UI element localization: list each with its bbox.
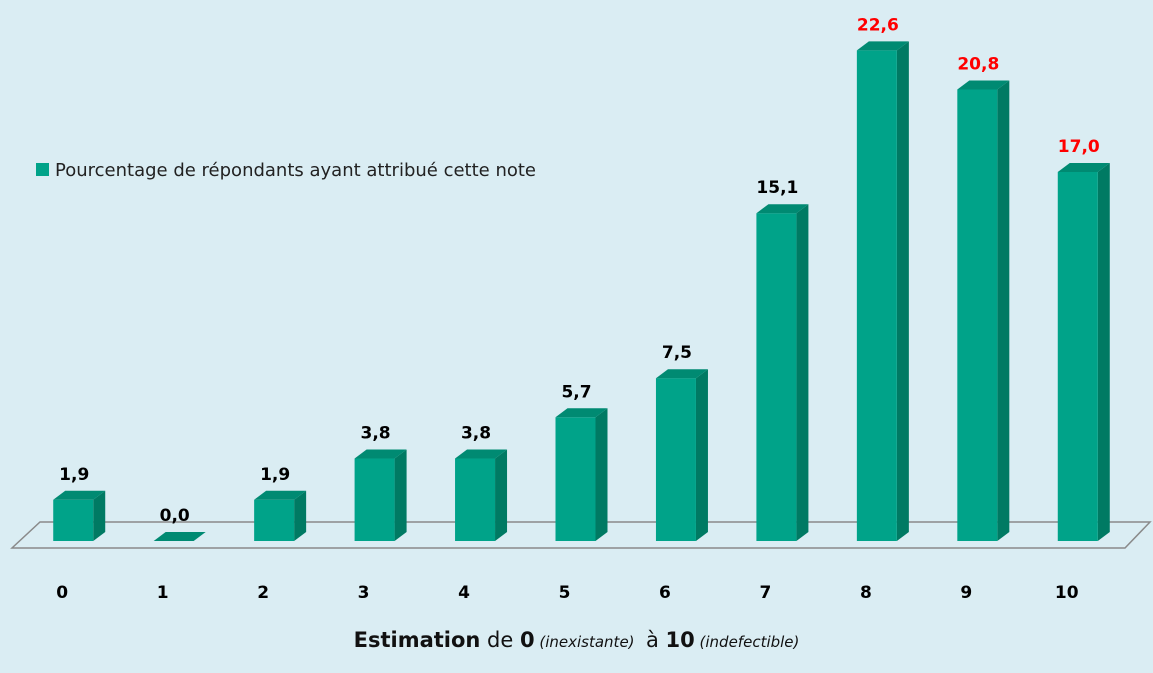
legend-swatch (36, 163, 49, 176)
bar (756, 204, 809, 541)
legend: Pourcentage de répondants ayant attribué… (36, 157, 536, 185)
x-axis-title-part: 0 (519, 628, 535, 652)
bar-side (93, 490, 106, 541)
bar-front (455, 458, 496, 541)
value-label: 20,8 (957, 54, 999, 74)
bar-front (655, 378, 696, 541)
bar-front (354, 458, 395, 541)
bar-side (896, 41, 909, 542)
x-axis-title-part: (inexistante) (534, 633, 640, 651)
x-tick-label: 9 (960, 583, 972, 603)
bar-top (555, 408, 608, 418)
bar-side (294, 490, 307, 541)
x-tick-label: 4 (458, 583, 470, 603)
x-tick-label: 2 (257, 583, 269, 603)
x-tick-label: 3 (358, 583, 370, 603)
bar (856, 41, 909, 542)
bar (1057, 162, 1110, 542)
bar (153, 532, 206, 541)
value-label: 3,8 (361, 424, 391, 444)
bar-top (856, 41, 909, 51)
bar-side (1097, 162, 1110, 542)
bar-side (595, 408, 608, 541)
x-tick-label: 10 (1055, 583, 1079, 603)
bar-top (957, 80, 1010, 90)
bar-front (1057, 171, 1098, 542)
value-label: 3,8 (461, 424, 491, 444)
bar-front (856, 50, 897, 542)
bar-top (455, 449, 508, 459)
value-label: 15,1 (756, 178, 798, 198)
x-axis-title-part: 10 (665, 628, 695, 652)
bar-side (495, 449, 508, 541)
bar-front (756, 213, 797, 541)
bar (655, 369, 708, 541)
bar-front (957, 89, 998, 541)
bar (254, 490, 307, 541)
value-label: 7,5 (662, 343, 692, 363)
bar (555, 408, 608, 541)
bar-top (655, 369, 708, 379)
value-label: 1,9 (59, 465, 89, 485)
x-axis-title: Estimation de 0 (inexistante) à 10 (inde… (0, 628, 1153, 652)
floor (10, 521, 1152, 549)
bar-top (756, 204, 809, 214)
value-label: 0,0 (160, 506, 190, 526)
bar-side (796, 204, 809, 541)
bar (957, 80, 1010, 541)
x-axis-title-part: de (480, 628, 520, 652)
bar-top (53, 490, 106, 500)
bar-top (254, 490, 307, 500)
bar-front (555, 417, 596, 541)
value-label: 17,0 (1058, 137, 1100, 157)
bar-top (354, 449, 407, 459)
bar-top (153, 532, 206, 541)
value-label: 22,6 (857, 15, 899, 35)
legend-label: Pourcentage de répondants ayant attribué… (55, 160, 537, 181)
x-tick-label: 1 (157, 583, 169, 603)
x-tick-label: 5 (559, 583, 571, 603)
x-tick-label: 6 (659, 583, 671, 603)
bar-front (254, 499, 295, 541)
value-label: 5,7 (561, 382, 591, 402)
x-axis-title-part: à (639, 628, 666, 652)
value-label: 1,9 (260, 465, 290, 485)
x-tick-label: 8 (860, 583, 872, 603)
bar (354, 449, 407, 541)
bar-side (394, 449, 407, 541)
bar (53, 490, 106, 541)
bar-side (997, 80, 1010, 541)
bar-top (1057, 162, 1110, 172)
bar (455, 449, 508, 541)
bar-side (695, 369, 708, 541)
x-tick-label: 0 (56, 583, 68, 603)
x-tick-label: 7 (759, 583, 771, 603)
x-axis-title-part: Estimation (353, 628, 481, 652)
bar-front (53, 499, 94, 541)
x-axis-title-part: (indefectible) (694, 633, 800, 651)
